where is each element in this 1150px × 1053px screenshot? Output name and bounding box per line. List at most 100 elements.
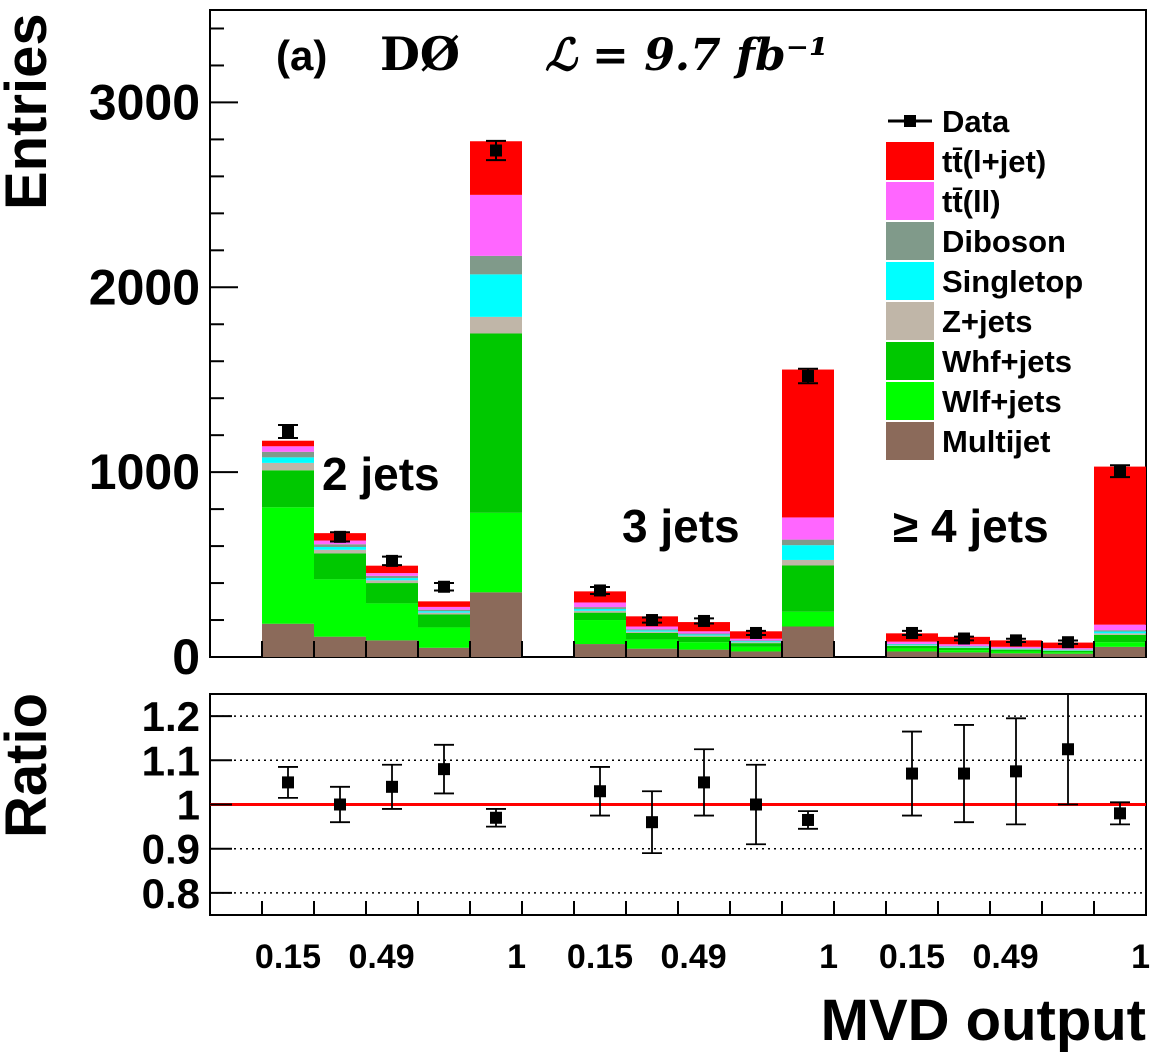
bar-segment: [418, 647, 470, 657]
y-axis-title: Entries: [0, 13, 59, 210]
bar-segment: [366, 565, 418, 574]
bar-segment: [782, 545, 834, 560]
bar-segment: [938, 646, 990, 647]
bar-segment: [782, 539, 834, 546]
bar-segment: [990, 651, 1042, 654]
bar-segment: [1094, 634, 1146, 643]
bar-segment: [314, 544, 366, 548]
bar-segment: [418, 611, 470, 613]
legend-swatch: [886, 302, 934, 340]
legend-swatch: [886, 182, 934, 220]
bar-segment: [782, 559, 834, 566]
legend-label: tt̄(l+jet): [942, 144, 1046, 179]
bar-segment: [886, 644, 938, 646]
ratio-point: [282, 776, 294, 789]
bar-segment: [314, 547, 366, 550]
bar-segment: [418, 614, 470, 628]
bar-segment: [262, 446, 314, 452]
bar-segment: [470, 316, 522, 334]
data-point: [1062, 636, 1074, 649]
bar-segment: [574, 644, 626, 657]
bar-segment: [782, 565, 834, 612]
x-tick-label: 0.15: [879, 938, 945, 976]
legend-swatch: [886, 222, 934, 260]
data-point: [906, 626, 918, 639]
ratio-point: [1114, 807, 1126, 820]
x-tick-label: 1: [507, 938, 526, 976]
legend-label: tt̄(ll): [942, 184, 1001, 219]
bar-segment: [730, 641, 782, 643]
bar-segment: [886, 641, 938, 644]
bar-segment: [782, 626, 834, 657]
ratio-point: [1010, 765, 1022, 778]
data-point: [1010, 634, 1022, 647]
bar-segment: [314, 579, 366, 637]
data-point: [438, 580, 450, 593]
bar-segment: [1094, 630, 1146, 632]
bar-segment: [678, 633, 730, 635]
bar-segment: [574, 602, 626, 608]
legend-label: Data: [942, 104, 1010, 139]
bar-segment: [470, 274, 522, 317]
bar-segment: [938, 652, 990, 657]
bar-segment: [678, 631, 730, 634]
legend-swatch: [886, 342, 934, 380]
legend-swatch: [886, 422, 934, 460]
legend-label: Whf+jets: [942, 344, 1072, 379]
bar-segment: [678, 649, 730, 657]
ratio-x-ticks: 0.15 0.49 1 0.15 0.49 1 0.15 0.49 1: [255, 901, 1150, 976]
bar-segment: [626, 648, 678, 657]
bar-segment: [1042, 653, 1094, 657]
legend-swatch: [886, 262, 934, 300]
bar-segment: [1094, 624, 1146, 631]
bar-segment: [314, 549, 366, 554]
bar-segment: [262, 440, 314, 447]
bar-segment: [938, 650, 990, 653]
bar-segment: [574, 608, 626, 611]
bar-segment: [1094, 646, 1146, 657]
bar-segment: [730, 646, 782, 652]
bar-segment: [366, 580, 418, 584]
legend: Data tt̄(l+jet) tt̄(ll) Diboson Singletop Z+j…: [886, 104, 1083, 460]
bar-segment: [730, 643, 782, 647]
bar-segment: [366, 575, 418, 579]
data-point: [802, 370, 814, 383]
bar-segment: [366, 583, 418, 604]
bar-segment: [1042, 648, 1094, 650]
bar-segment: [626, 629, 678, 631]
bar-segment: [418, 606, 470, 610]
ratio-point: [906, 767, 918, 780]
bar-segment: [1094, 633, 1146, 635]
bar-segment: [730, 640, 782, 642]
bar-segment: [886, 648, 938, 652]
bar-segment: [626, 626, 678, 630]
ratio-y-tick-label: 1.1: [142, 737, 200, 784]
data-point: [646, 614, 658, 627]
data-point: [1114, 465, 1126, 478]
bar-segment: [678, 636, 730, 643]
bar-segment: [782, 369, 834, 518]
main-y-axis: 0 1000 2000 3000: [89, 27, 238, 685]
bar-segment: [470, 333, 522, 513]
bar-segment: [366, 573, 418, 576]
data-point: [282, 425, 294, 438]
bar-segment: [730, 638, 782, 641]
legend-label: Multijet: [942, 424, 1051, 459]
ratio-point: [802, 813, 814, 826]
bar-segment: [1094, 631, 1146, 634]
bar-segment: [886, 643, 938, 645]
x-tick-label: 1: [1131, 938, 1150, 976]
ratio-point: [750, 798, 762, 811]
ratio-y-tick-label: 0.8: [142, 870, 200, 917]
data-point: [490, 144, 502, 157]
bar-segment: [418, 609, 470, 612]
bar-segment: [470, 592, 522, 657]
bar-segment: [262, 451, 314, 458]
data-point: [334, 530, 346, 543]
ratio-point: [594, 785, 606, 798]
ratio-y-tick-label: 1.2: [142, 693, 200, 740]
bar-segment: [574, 612, 626, 621]
bar-segment: [418, 612, 470, 615]
bar-segment: [314, 553, 366, 580]
y-tick-label: 1000: [89, 444, 200, 500]
